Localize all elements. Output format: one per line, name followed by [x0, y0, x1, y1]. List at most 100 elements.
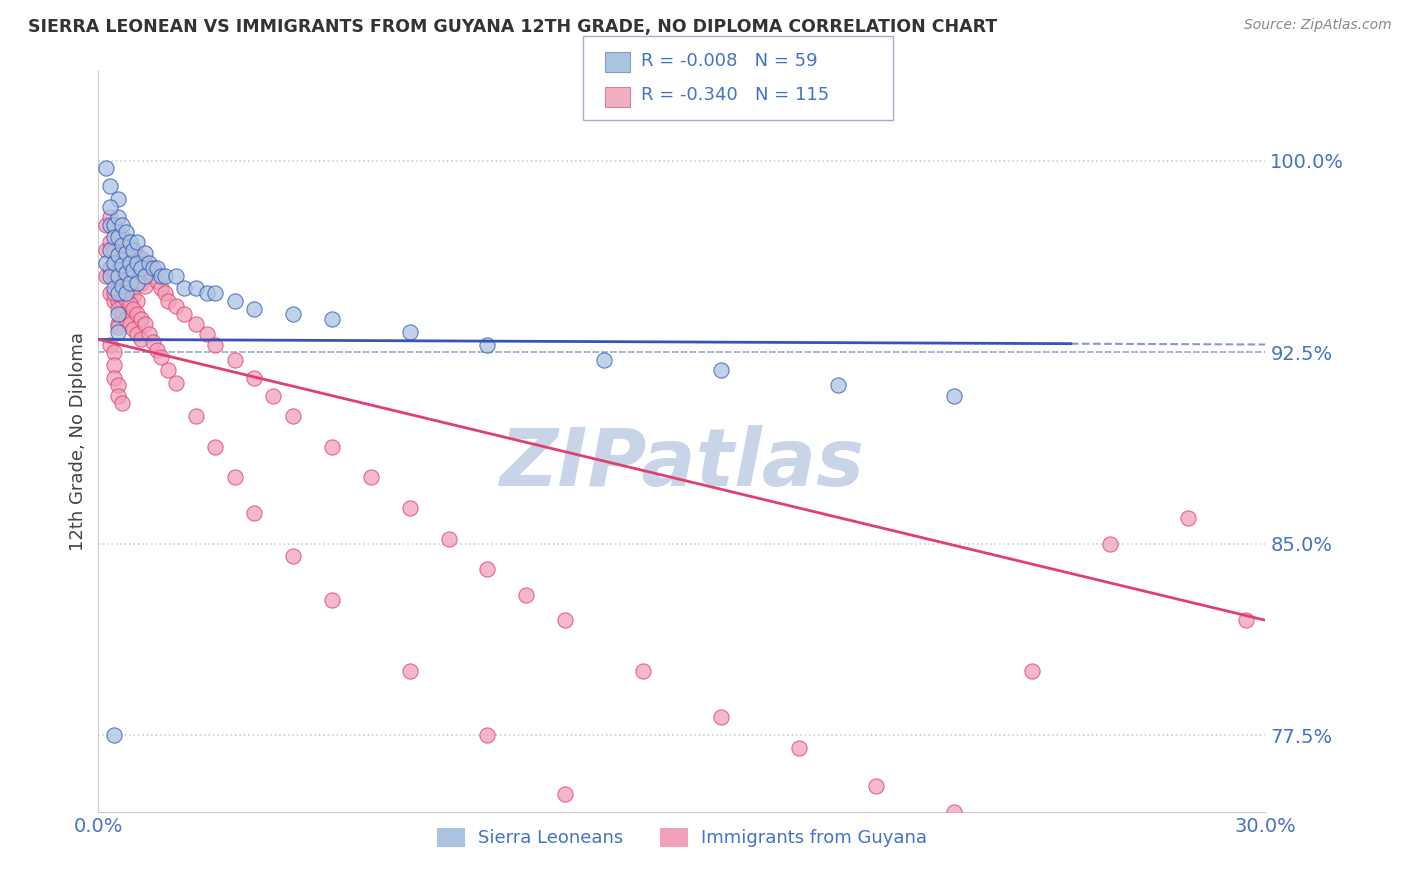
Point [111, 396, 134, 410]
Point [114, 225, 136, 239]
Point [149, 351, 172, 365]
Point [321, 312, 343, 326]
Point [103, 281, 125, 295]
Point [398, 665, 420, 679]
Point [103, 268, 125, 283]
Point [107, 294, 129, 309]
Point [96, 218, 118, 232]
Point [593, 352, 616, 367]
Point [787, 740, 810, 755]
Point [98, 286, 121, 301]
Text: R = -0.008   N = 59: R = -0.008 N = 59 [641, 53, 818, 70]
Point [118, 256, 141, 270]
Point [224, 470, 246, 484]
Point [118, 240, 141, 254]
Point [98, 200, 121, 214]
Point [224, 352, 246, 367]
Point [103, 358, 125, 372]
Point [134, 268, 156, 283]
Point [107, 192, 129, 206]
Point [146, 260, 169, 275]
Point [122, 322, 145, 336]
Point [1234, 613, 1257, 627]
Point [114, 286, 136, 301]
Point [515, 588, 537, 602]
Point [98, 179, 121, 194]
Point [98, 337, 121, 351]
Point [98, 260, 121, 275]
Point [111, 253, 134, 268]
Point [134, 317, 156, 331]
Point [96, 161, 118, 176]
Point [107, 325, 129, 339]
Point [122, 266, 145, 280]
Point [111, 230, 134, 244]
Point [321, 440, 343, 454]
Point [107, 307, 129, 321]
Point [184, 317, 207, 331]
Point [111, 307, 134, 321]
Point [98, 243, 121, 257]
Point [114, 266, 136, 280]
Point [710, 363, 733, 377]
Point [134, 245, 156, 260]
Point [103, 728, 125, 742]
Point [122, 289, 145, 303]
Point [114, 259, 136, 273]
Point [114, 304, 136, 318]
Point [103, 218, 125, 232]
Point [554, 787, 576, 801]
Point [118, 235, 141, 250]
Point [243, 370, 266, 384]
Point [243, 301, 266, 316]
Point [107, 248, 129, 262]
Point [1098, 536, 1121, 550]
Point [142, 334, 165, 349]
Point [157, 363, 180, 377]
Point [262, 388, 284, 402]
Point [107, 271, 129, 285]
Point [129, 333, 152, 347]
Point [134, 256, 156, 270]
Point [107, 248, 129, 262]
Point [107, 301, 129, 316]
Point [437, 532, 460, 546]
Point [321, 592, 343, 607]
Point [114, 312, 136, 326]
Point [118, 317, 141, 331]
Point [98, 218, 121, 232]
Y-axis label: 12th Grade, No Diploma: 12th Grade, No Diploma [69, 332, 87, 551]
Point [122, 243, 145, 257]
Point [195, 327, 218, 342]
Point [477, 337, 499, 351]
Point [204, 440, 226, 454]
Point [122, 301, 145, 316]
Point [134, 278, 156, 293]
Point [360, 470, 382, 484]
Point [149, 281, 172, 295]
Point [111, 277, 134, 291]
Point [129, 251, 152, 265]
Point [243, 506, 266, 520]
Point [281, 409, 304, 423]
Point [118, 277, 141, 291]
Text: ZIPatlas: ZIPatlas [499, 425, 865, 503]
Point [142, 268, 165, 283]
Point [153, 268, 176, 283]
Text: R = -0.340   N = 115: R = -0.340 N = 115 [641, 87, 830, 104]
Point [111, 218, 134, 232]
Point [107, 210, 129, 224]
Point [165, 376, 187, 390]
Point [165, 268, 187, 283]
Point [184, 281, 207, 295]
Point [107, 281, 129, 295]
Point [103, 256, 125, 270]
Point [103, 218, 125, 232]
Point [1177, 511, 1199, 525]
Point [153, 286, 176, 301]
Point [138, 327, 160, 342]
Point [173, 281, 195, 295]
Point [114, 281, 136, 295]
Point [114, 292, 136, 306]
Point [173, 307, 195, 321]
